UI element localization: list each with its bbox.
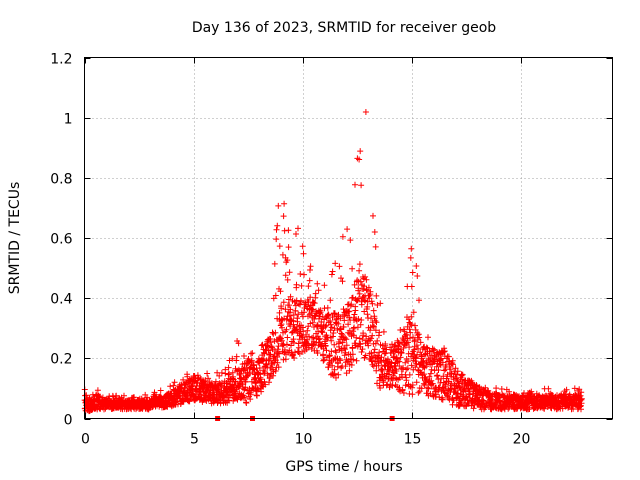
x-tick-label: 5 <box>190 432 199 448</box>
points-layer <box>81 109 585 421</box>
y-tick-label: 0.8 <box>50 172 72 188</box>
grid-layer <box>84 57 613 419</box>
y-tick-label: 0.4 <box>50 292 72 308</box>
tick-layer <box>84 57 613 420</box>
y-tick-label: 1.2 <box>50 52 72 68</box>
x-tick-label: 15 <box>404 432 422 448</box>
x-tick-label: 10 <box>295 432 313 448</box>
x-axis-title: GPS time / hours <box>285 459 402 475</box>
y-axis-title: SRMTID / TECUs <box>7 182 23 295</box>
chart-title: Day 136 of 2023, SRMTID for receiver geo… <box>192 20 496 36</box>
scatter-points <box>81 109 585 415</box>
y-tick-label: 1 <box>64 112 73 128</box>
y-tick-label: 0 <box>64 413 73 429</box>
x-tick-label: 20 <box>513 432 531 448</box>
y-tick-label: 0.2 <box>50 352 72 368</box>
y-tick-label: 0.6 <box>50 232 72 248</box>
x-tick-label: 0 <box>81 432 90 448</box>
label-layer: 0 0.2 0.4 0.6 0.8 1 1.2 0 5 10 15 20 <box>50 52 530 448</box>
